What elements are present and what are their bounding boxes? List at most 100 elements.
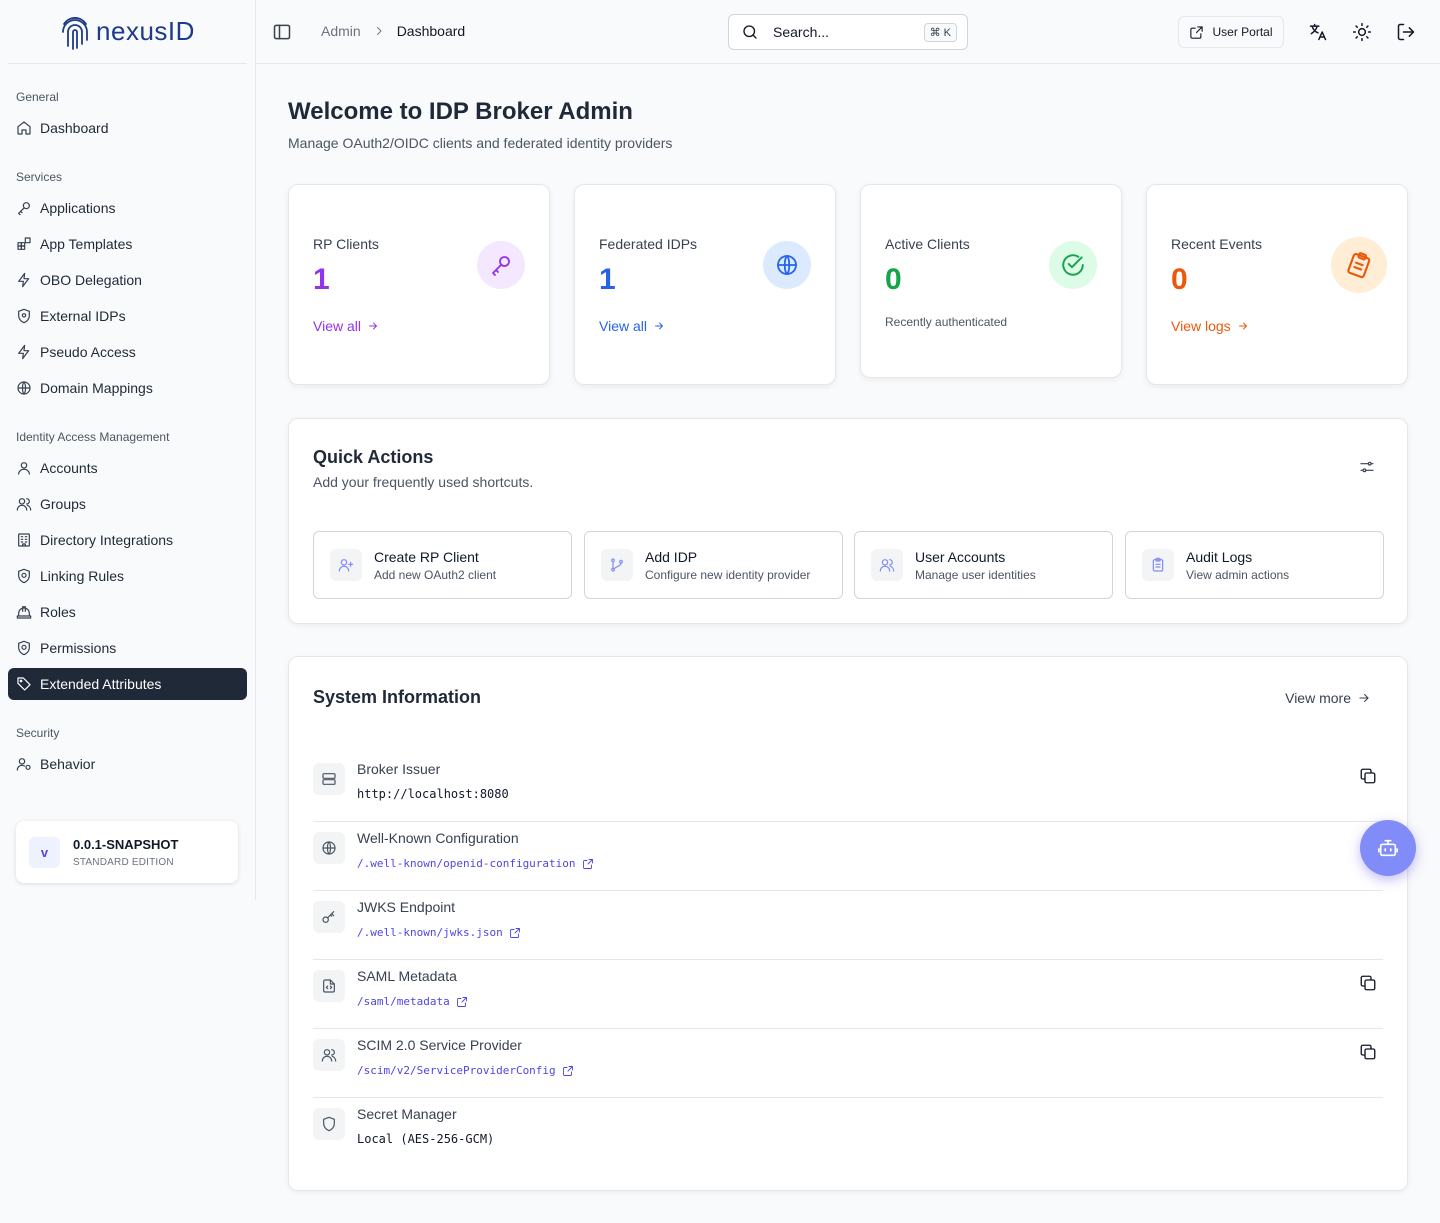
- sidebar-item-accounts[interactable]: Accounts: [8, 452, 247, 484]
- info-icon-wrap: [313, 901, 345, 933]
- external-link-icon: [456, 996, 467, 1007]
- quick-actions-subtitle: Add your frequently used shortcuts.: [313, 474, 534, 490]
- user-portal-button[interactable]: User Portal: [1178, 16, 1284, 48]
- sidebar-item-domain-mappings[interactable]: Domain Mappings: [8, 372, 247, 404]
- qa-title: Add IDP: [645, 548, 698, 565]
- info-value: Local (AES-256-GCM): [357, 1132, 495, 1146]
- scim-link[interactable]: /scim/v2/ServiceProviderConfig: [357, 1064, 574, 1077]
- logout-icon[interactable]: [1396, 22, 1416, 42]
- quick-actions-title: Quick Actions: [313, 447, 434, 467]
- info-link-text: /.well-known/openid-configuration: [357, 857, 576, 870]
- jwks-link[interactable]: /.well-known/jwks.json: [357, 926, 521, 939]
- building-icon: [18, 533, 30, 547]
- stat-card-active-clients: Active Clients 0 Recently authenticated: [860, 184, 1122, 378]
- sidebar-item-roles[interactable]: Roles: [8, 596, 247, 628]
- breadcrumb-dashboard: Dashboard: [396, 23, 466, 39]
- qa-desc: Manage user identities: [915, 567, 1036, 582]
- sidebar-item-external-idps[interactable]: External IDPs: [8, 300, 247, 332]
- breadcrumb: Admin Dashboard: [321, 23, 465, 39]
- info-row-scim: SCIM 2.0 Service Provider /scim/v2/Servi…: [313, 1029, 1383, 1098]
- info-label: JWKS Endpoint: [357, 899, 456, 915]
- sidebar-item-extended-attributes[interactable]: Extended Attributes: [8, 668, 247, 700]
- sidebar-item-label: App Templates: [40, 236, 133, 252]
- sidebar-item-applications[interactable]: Applications: [8, 192, 247, 224]
- search-icon: [743, 25, 757, 39]
- sidebar-item-label: Domain Mappings: [40, 380, 153, 396]
- system-info-title: System Information: [313, 687, 482, 707]
- stat-label: Recent Events: [1171, 236, 1263, 252]
- quick-action-add-idp[interactable]: Add IDP Configure new identity provider: [584, 531, 843, 599]
- key-icon: [492, 256, 510, 276]
- view-all-idps-link[interactable]: View all: [599, 318, 665, 334]
- quick-action-audit-logs[interactable]: Audit Logs View admin actions: [1125, 531, 1384, 599]
- info-link-text: /saml/metadata: [357, 995, 450, 1008]
- stat-card-federated-idps: Federated IDPs 1 View all: [574, 184, 836, 385]
- external-link-icon: [509, 927, 520, 938]
- sidebar-item-label: Permissions: [40, 640, 117, 656]
- brand-logo[interactable]: nexusID: [8, 0, 247, 64]
- search-box[interactable]: ⌘ K: [728, 14, 968, 50]
- view-logs-link[interactable]: View logs: [1171, 318, 1249, 334]
- stat-icon-wrap: [477, 241, 525, 289]
- server-icon: [322, 773, 336, 785]
- sidebar-item-behavior[interactable]: Behavior: [8, 748, 247, 780]
- qa-desc: Add new OAuth2 client: [374, 567, 497, 582]
- sidebar-item-permissions[interactable]: Permissions: [8, 632, 247, 664]
- search-input[interactable]: [773, 24, 924, 40]
- sidebar-item-groups[interactable]: Groups: [8, 488, 247, 520]
- info-label: Broker Issuer: [357, 761, 441, 777]
- info-value: http://localhost:8080: [357, 787, 509, 801]
- sidebar-item-label: Groups: [40, 496, 86, 512]
- settings-sliders-icon[interactable]: [1359, 459, 1375, 475]
- key-icon: [322, 911, 335, 923]
- qa-icon-wrap: [1142, 549, 1174, 581]
- stat-link-label: View all: [599, 318, 647, 334]
- arrow-right-icon: [655, 322, 663, 330]
- breadcrumb-admin[interactable]: Admin: [321, 23, 361, 39]
- copy-icon[interactable]: [1359, 767, 1377, 785]
- globe-icon: [17, 381, 31, 395]
- sidebar-item-dashboard[interactable]: Dashboard: [8, 112, 247, 144]
- qa-desc: Configure new identity provider: [645, 567, 811, 582]
- copy-icon[interactable]: [1359, 1043, 1377, 1061]
- stat-value: 0: [1171, 263, 1188, 296]
- users-icon: [321, 1049, 337, 1062]
- quick-action-create-rp-client[interactable]: Create RP Client Add new OAuth2 client: [313, 531, 572, 599]
- shield-check-icon: [18, 568, 30, 584]
- sidebar-item-pseudo-access[interactable]: Pseudo Access: [8, 336, 247, 368]
- info-label: Secret Manager: [357, 1106, 457, 1122]
- sidebar-item-obo-delegation[interactable]: OBO Delegation: [8, 264, 247, 296]
- system-info-card: System Information View more Broker Issu…: [288, 656, 1408, 1191]
- stat-value: 0: [885, 263, 902, 296]
- assistant-bot-button[interactable]: [1360, 820, 1416, 876]
- sidebar-item-directory-integrations[interactable]: Directory Integrations: [8, 524, 247, 556]
- info-row-well-known: Well-Known Configuration /.well-known/op…: [313, 822, 1383, 891]
- users-icon: [16, 498, 32, 511]
- git-branch-icon: [611, 558, 623, 572]
- theme-sun-icon[interactable]: [1352, 22, 1372, 42]
- nav-group-label: Identity Access Management: [16, 430, 170, 444]
- sidebar-item-label: Roles: [40, 604, 76, 620]
- qa-desc: View admin actions: [1186, 567, 1290, 582]
- sidebar-item-app-templates[interactable]: App Templates: [8, 228, 247, 260]
- stat-label: Active Clients: [885, 236, 970, 252]
- view-all-rp-clients-link[interactable]: View all: [313, 318, 379, 334]
- well-known-link[interactable]: /.well-known/openid-configuration: [357, 857, 594, 870]
- view-more-link[interactable]: View more: [1285, 690, 1371, 706]
- tag-icon: [17, 677, 31, 691]
- sidebar-item-label: Pseudo Access: [40, 344, 136, 360]
- translate-icon[interactable]: [1308, 22, 1328, 42]
- saml-metadata-link[interactable]: /saml/metadata: [357, 995, 468, 1008]
- sidebar-item-label: OBO Delegation: [40, 272, 142, 288]
- sidebar-toggle-icon[interactable]: [272, 22, 292, 42]
- stat-icon-wrap: [1049, 241, 1097, 289]
- quick-action-user-accounts[interactable]: User Accounts Manage user identities: [854, 531, 1113, 599]
- info-label: SAML Metadata: [357, 968, 457, 984]
- nav-group-iam: Identity Access Management Accounts Grou…: [0, 428, 255, 700]
- copy-icon[interactable]: [1359, 974, 1377, 992]
- clipboard-icon: [1347, 252, 1371, 279]
- qa-icon-wrap: [601, 549, 633, 581]
- sidebar-item-linking-rules[interactable]: Linking Rules: [8, 560, 247, 592]
- shield-check-icon: [18, 640, 30, 656]
- stat-label: Federated IDPs: [599, 236, 698, 252]
